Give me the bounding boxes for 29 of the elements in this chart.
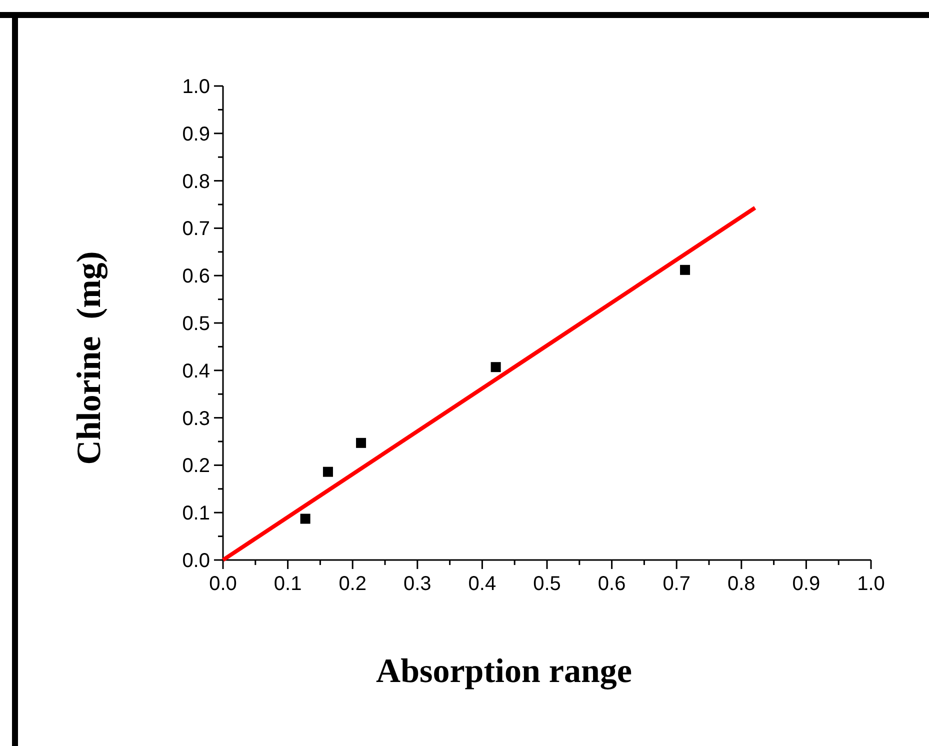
y-tick-label: 0.1 [182,502,210,525]
y-tick-label: 0.8 [182,170,210,193]
point [322,466,333,477]
x-tick-label: 0.8 [727,573,756,595]
y-tick-label: 0.9 [182,123,210,146]
x-tick-label: 0.0 [209,573,237,595]
y-axis-title: Chlorine (mg) [71,251,108,465]
x-tick-label: 0.2 [338,573,367,595]
x-tick-label: 0.7 [662,573,691,595]
point [490,362,501,372]
x-tick-label: 0.9 [792,573,820,595]
x-tick-label: 0.3 [403,573,432,595]
x-tick-label: 0.4 [468,573,496,595]
point [680,264,690,275]
x-tick-label: 0.1 [274,573,302,595]
x-tick-label: 0.5 [533,573,561,595]
y-tick-label: 0.2 [182,455,210,478]
point [356,438,366,448]
y-tick-label: 1.0 [182,76,210,98]
y-tick-label: 0.5 [182,313,210,335]
x-tick-label: 1.0 [857,573,885,595]
x-tick-label: 0.6 [598,573,626,595]
y-tick-label: 0.3 [182,408,210,430]
y-tick-label: 0.6 [182,266,210,288]
y-tick-label: 0.7 [182,218,210,240]
x-axis-title: Absorption range [376,653,632,690]
point [300,514,310,524]
y-tick-label: 0.0 [182,550,210,572]
y-tick-label: 0.4 [182,360,210,382]
